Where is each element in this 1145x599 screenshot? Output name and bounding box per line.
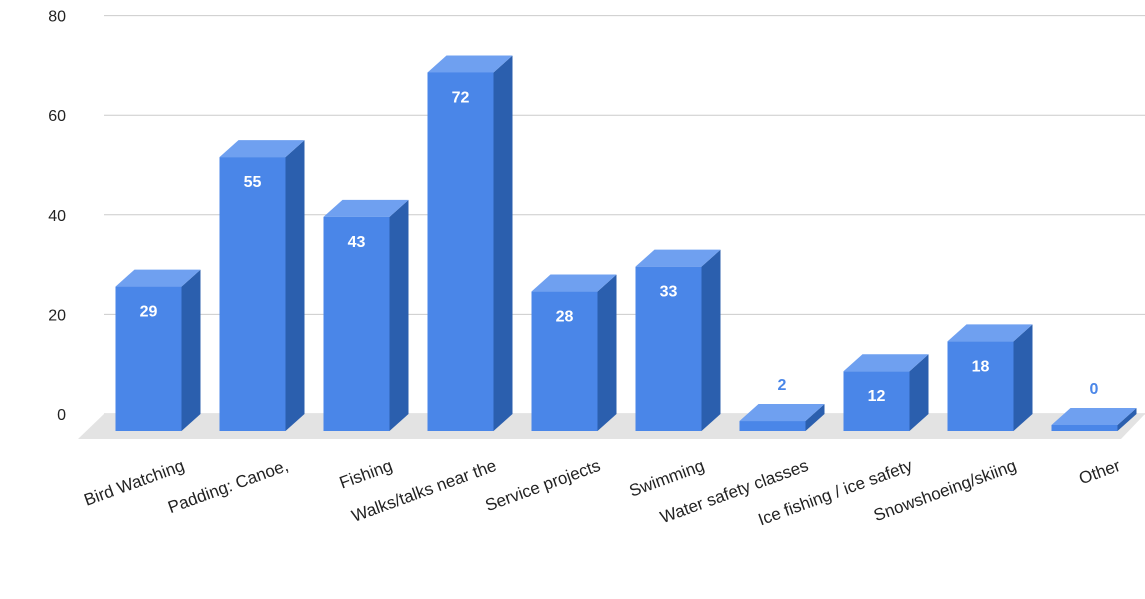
- category-label: Service projects: [483, 456, 603, 515]
- category-label: Padding: Canoe,: [165, 456, 291, 517]
- bar-side: [181, 269, 201, 431]
- bar-side: [597, 274, 617, 431]
- bar-top: [219, 140, 305, 158]
- bar: [843, 354, 929, 431]
- data-label: 33: [660, 284, 678, 301]
- bar: [635, 249, 721, 431]
- bar-front: [635, 266, 702, 431]
- category-label: Fishing: [337, 456, 395, 493]
- bar-top: [427, 55, 513, 73]
- bar-top: [843, 354, 929, 372]
- y-tick-label: 60: [48, 108, 66, 125]
- bar-top: [531, 274, 617, 292]
- bar-top: [635, 249, 721, 267]
- bar: [531, 274, 617, 431]
- bar: [947, 324, 1033, 431]
- bar-side: [493, 55, 513, 431]
- value-labels: 29 55 43 72 28 33 2 12 18 0: [140, 89, 1099, 405]
- y-axis-ticks: 0 20 40 60 80: [48, 9, 66, 424]
- bar: [739, 404, 825, 431]
- data-label: 18: [972, 358, 990, 375]
- bar: [323, 199, 409, 431]
- bar-side: [805, 404, 825, 431]
- data-label: 12: [868, 388, 886, 405]
- bar-front: [323, 216, 390, 431]
- bar-top: [739, 404, 825, 422]
- bar-front: [843, 371, 910, 431]
- bar-front: [219, 157, 286, 431]
- data-label: 2: [778, 377, 787, 394]
- bar: [1051, 408, 1137, 431]
- data-label: 29: [140, 304, 158, 321]
- bar-front: [947, 341, 1014, 431]
- bar-front: [427, 72, 494, 431]
- bar-side: [701, 249, 721, 431]
- bars: [115, 55, 1137, 431]
- data-label: 28: [556, 309, 574, 326]
- data-label: 0: [1090, 381, 1099, 398]
- bar-top: [947, 324, 1033, 342]
- category-label: Other: [1076, 456, 1123, 489]
- category-label: Swimming: [627, 456, 707, 501]
- bar-front: [739, 421, 806, 431]
- bar-side: [1117, 408, 1137, 431]
- bar-side: [285, 140, 305, 431]
- data-label: 43: [348, 234, 366, 251]
- bar-side: [1013, 324, 1033, 431]
- bar: [115, 269, 201, 431]
- data-label: 72: [452, 89, 470, 106]
- bar: [427, 55, 513, 431]
- bar-top: [323, 199, 409, 217]
- y-tick-label: 20: [48, 307, 66, 324]
- y-tick-label: 80: [48, 9, 66, 26]
- bar-front: [531, 291, 598, 431]
- data-label: 55: [244, 174, 262, 191]
- bar-top: [1051, 408, 1137, 425]
- bar-front: [115, 286, 182, 431]
- bar-side: [389, 199, 409, 431]
- bar-side: [909, 354, 929, 431]
- bar: [219, 140, 305, 431]
- y-tick-label: 40: [48, 208, 66, 225]
- bar-top: [115, 269, 201, 287]
- bar-front: [1051, 425, 1118, 431]
- y-tick-label: 0: [57, 407, 66, 424]
